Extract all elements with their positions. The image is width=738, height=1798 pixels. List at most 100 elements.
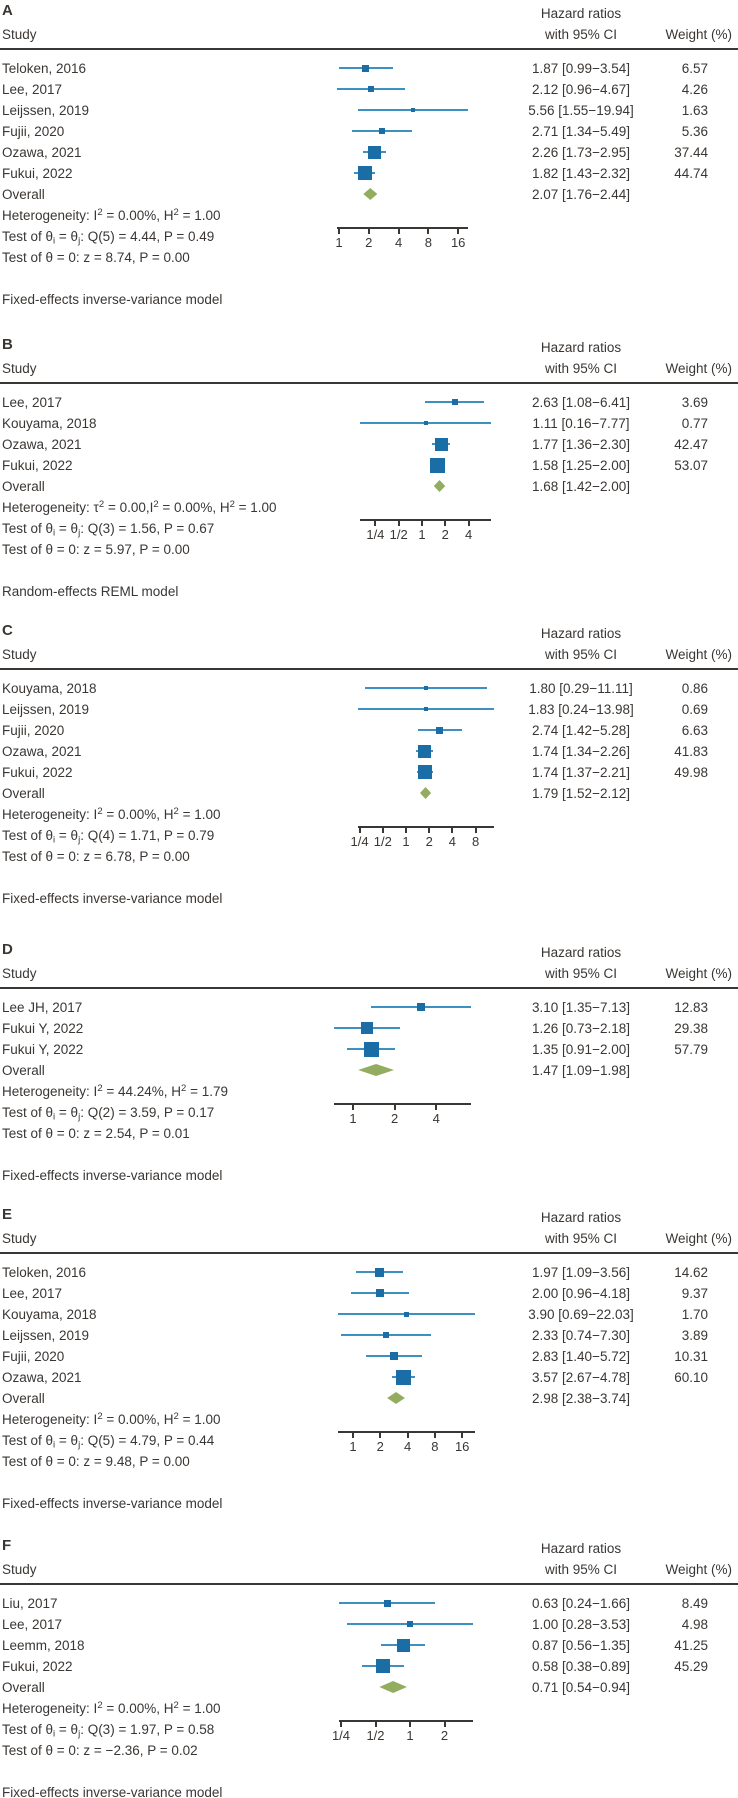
stat-line: Test of θ = 0: z = 8.74, P = 0.00	[2, 250, 190, 265]
axis-tick-label: 2	[376, 1439, 384, 1454]
column-header-study: Study	[2, 1231, 37, 1246]
weight-value: 41.25	[674, 1638, 708, 1653]
axis-line	[334, 1103, 471, 1105]
axis-tick	[421, 521, 423, 526]
model-note: Random-effects REML model	[2, 584, 179, 599]
axis-line	[358, 826, 495, 828]
study-label: Kouyama, 2018	[2, 681, 97, 696]
study-label: Fujii, 2020	[2, 1349, 65, 1364]
axis-tick-label: 4	[403, 1439, 412, 1454]
effect-marker	[375, 1659, 390, 1673]
column-header-hazard-ratios: Hazard ratios	[540, 1541, 622, 1556]
hr-value: 2.07 [1.76−2.44]	[532, 187, 630, 202]
effect-marker	[375, 1267, 385, 1277]
header-rule	[0, 1252, 738, 1254]
axis-tick	[397, 229, 400, 234]
stat-line: Test of θ = 0: z = 9.48, P = 0.00	[2, 1454, 190, 1469]
weight-value: 12.83	[674, 1000, 708, 1015]
axis-tick-label: 1/2	[366, 1728, 385, 1743]
weight-value: 53.07	[674, 458, 708, 473]
stat-line: Test of θ = 0: z = 5.97, P = 0.00	[2, 542, 190, 557]
weight-value: 49.98	[674, 765, 708, 780]
axis-tick-label: 16	[454, 1439, 470, 1454]
weight-value: 6.63	[681, 723, 708, 738]
hr-value: 1.87 [0.99−3.54]	[532, 61, 630, 76]
stat-line: Test of θi = θj: Q(5) = 4.79, P = 0.44	[2, 1433, 215, 1451]
stat-line: Test of θ = 0: z = −2.36, P = 0.02	[2, 1743, 198, 1758]
stat-line: Test of θi = θj: Q(4) = 1.71, P = 0.79	[2, 828, 215, 846]
axis-line	[338, 1720, 473, 1722]
study-label: Ozawa, 2021	[2, 145, 82, 160]
panel-label: B	[2, 336, 13, 353]
study-label: Liu, 2017	[2, 1596, 58, 1611]
weight-value: 41.83	[674, 744, 708, 759]
effect-marker	[407, 1621, 413, 1627]
column-header-ci: with 95% CI	[544, 1562, 618, 1577]
axis-tick	[433, 1433, 436, 1438]
column-header-weight: Weight (%)	[665, 1562, 732, 1577]
column-header-study: Study	[2, 966, 37, 981]
axis-tick-label: 8	[431, 1439, 439, 1454]
weight-value: 5.36	[681, 124, 708, 139]
panel-label: A	[2, 2, 13, 19]
axis-tick	[352, 1105, 354, 1110]
weight-value: 29.38	[674, 1021, 708, 1036]
overall-diamond	[433, 480, 446, 492]
study-label: Teloken, 2016	[2, 61, 87, 76]
column-header-ci: with 95% CI	[544, 1231, 618, 1246]
weight-value: 1.63	[681, 103, 708, 118]
header-rule	[0, 987, 738, 989]
axis-tick	[379, 1433, 382, 1438]
weight-value: 8.49	[681, 1596, 708, 1611]
study-label: Fujii, 2020	[2, 723, 65, 738]
axis-tick-label: 1/2	[389, 527, 408, 542]
axis-tick-label: 2	[441, 527, 449, 542]
axis-tick	[406, 1433, 409, 1438]
effect-marker	[383, 1599, 391, 1607]
column-header-weight: Weight (%)	[665, 1231, 732, 1246]
axis-tick	[435, 1105, 438, 1110]
axis-tick	[409, 1722, 411, 1727]
axis-tick-label: 2	[440, 1728, 449, 1743]
header-rule	[0, 382, 738, 384]
header-rule	[0, 48, 738, 50]
axis-tick-label: 8	[424, 235, 432, 250]
hr-value: 1.00 [0.28−3.53]	[532, 1617, 630, 1632]
weight-value: 10.31	[674, 1349, 708, 1364]
stat-line: Test of θi = θj: Q(5) = 4.44, P = 0.49	[2, 229, 215, 247]
study-label: Fujii, 2020	[2, 124, 65, 139]
column-header-ci: with 95% CI	[544, 361, 618, 376]
study-label: Ozawa, 2021	[2, 437, 82, 452]
axis-tick-label: 1	[418, 527, 426, 542]
weight-value: 60.10	[674, 1370, 708, 1385]
study-label: Lee, 2017	[2, 395, 63, 410]
overall-diamond	[379, 1681, 407, 1693]
axis-tick-label: 2	[365, 235, 373, 250]
hr-value: 2.83 [1.40−5.72]	[532, 1349, 630, 1364]
effect-marker	[395, 1369, 411, 1385]
study-label: Fukui, 2022	[2, 166, 73, 181]
column-header-hazard-ratios: Hazard ratios	[540, 6, 622, 21]
axis-tick	[393, 1105, 396, 1110]
axis-tick	[374, 1722, 377, 1727]
effect-marker	[357, 166, 372, 180]
overall-diamond	[420, 787, 432, 799]
column-header-ci: with 95% CI	[544, 647, 618, 662]
axis-line	[338, 1431, 475, 1433]
effect-marker	[429, 457, 445, 473]
axis-tick-label: 1	[349, 1111, 357, 1126]
effect-marker	[383, 1332, 390, 1338]
axis-tick	[358, 828, 361, 833]
effect-marker	[376, 1289, 385, 1297]
hr-value: 1.79 [1.52−2.12]	[532, 786, 630, 801]
column-header-study: Study	[2, 647, 37, 662]
effect-marker	[360, 1022, 373, 1034]
column-header-ci: with 95% CI	[544, 966, 618, 981]
overall-label: Overall	[2, 786, 45, 801]
axis-tick-label: 1/4	[350, 834, 369, 849]
column-header-weight: Weight (%)	[665, 966, 732, 981]
hr-value: 1.74 [1.34−2.26]	[532, 744, 630, 759]
hr-value: 1.58 [1.25−2.00]	[532, 458, 630, 473]
effect-marker	[423, 421, 428, 425]
